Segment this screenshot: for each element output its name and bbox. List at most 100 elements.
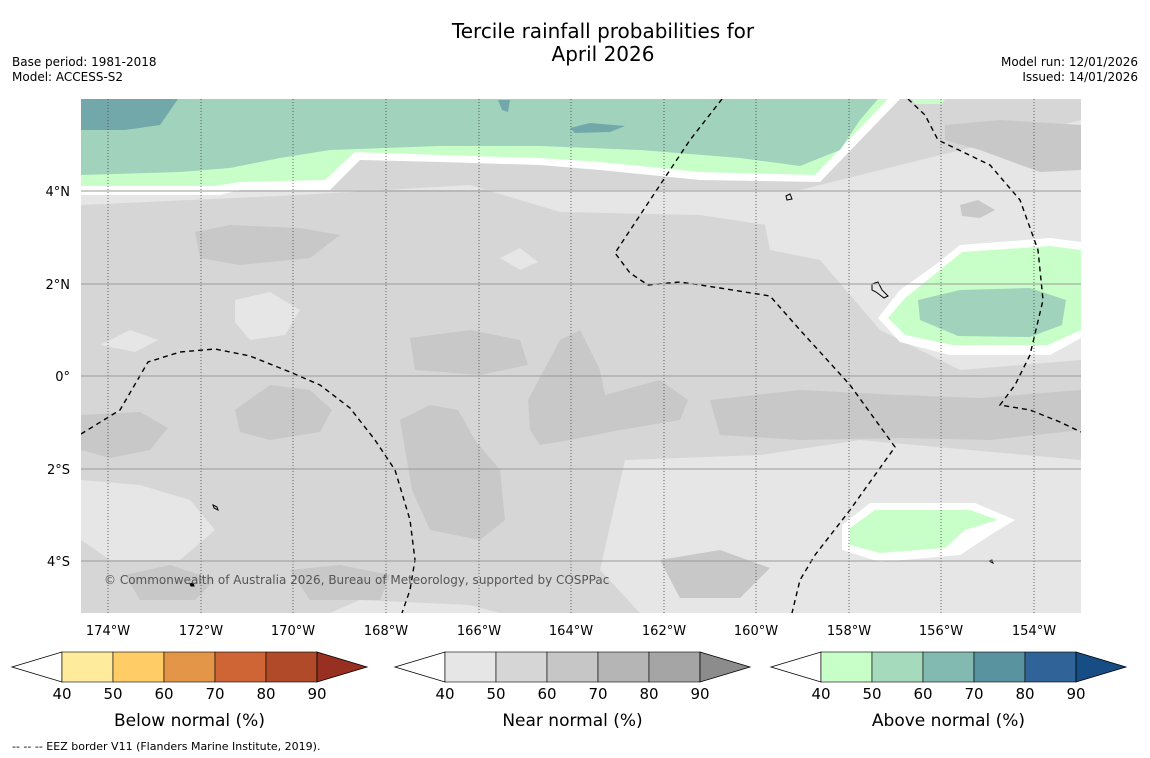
- above-normal-region-50: [918, 288, 1066, 337]
- colorbar-tick-label: 50: [486, 685, 505, 703]
- lon-label: 154°W: [1012, 624, 1056, 639]
- colorbar-segment: [495, 651, 548, 683]
- lon-label: 164°W: [549, 624, 593, 639]
- model-name: Model: ACCESS-S2: [12, 70, 124, 84]
- near-normal-dark-region: [945, 120, 1081, 172]
- colorbar-min-extension: [393, 651, 446, 683]
- colorbar-title: Above normal (%): [872, 711, 1025, 731]
- colorbar-1: 40 50 60 70 80 90 Below normal (%): [10, 651, 369, 731]
- colorbar-segment: [973, 651, 1026, 683]
- near-normal-light-region: [500, 248, 538, 270]
- above-normal-region-50: [81, 99, 878, 175]
- colorbar-tick-label: 40: [52, 685, 71, 703]
- colorbar-tick-label: 80: [639, 685, 658, 703]
- lat-label: 2°N: [46, 278, 71, 293]
- near-normal-dark-region: [195, 225, 340, 265]
- colorbar-tick-label: 80: [256, 685, 275, 703]
- colorbar-min-extension: [769, 651, 822, 683]
- colorbar-3: 40 50 60 70 80 90 Above normal (%): [769, 651, 1128, 731]
- model-info: Base period: 1981-2018 Model: ACCESS-S2: [12, 55, 157, 85]
- above-normal-region-60: [570, 123, 625, 133]
- colorbar-tick-label: 90: [307, 685, 326, 703]
- run-info: Model run: 12/01/2026 Issued: 14/01/2026: [1001, 55, 1138, 85]
- near-normal-dark-region: [960, 200, 995, 218]
- colorbar-tick-label: 90: [690, 685, 709, 703]
- colorbar-segment: [922, 651, 975, 683]
- colorbar-tick-label: 70: [964, 685, 983, 703]
- near-normal-dark-region: [125, 565, 215, 600]
- lon-label: 156°W: [919, 624, 963, 639]
- colorbar-title: Near normal (%): [502, 711, 642, 731]
- title-line-2: April 2026: [551, 42, 655, 66]
- island-outline: [785, 193, 793, 201]
- near-normal-dark-region: [660, 550, 770, 598]
- model-run-date: Model run: 12/01/2026: [1000, 55, 1138, 69]
- near-normal-light-region: [712, 484, 746, 500]
- colorbar-title: Below normal (%): [114, 711, 265, 731]
- island-outline: [871, 281, 889, 299]
- above-normal-region-40: [850, 510, 998, 553]
- colorbar-segment: [444, 651, 497, 683]
- colorbars: 40 50 60 70 80 90 Below normal (%) 40 50 60 70 80 90…: [10, 651, 1128, 731]
- issued-date: Issued: 14/01/2026: [1022, 70, 1138, 84]
- colorbar-segment: [61, 651, 114, 683]
- colorbar-max-extension: [699, 651, 752, 683]
- near-normal-light-region: [100, 330, 158, 352]
- latitude-labels: 4°N 2°N 0° 2°S 4°S: [46, 185, 71, 570]
- eez-border-line: [614, 99, 896, 613]
- colorbar-tick-label: 60: [913, 685, 932, 703]
- lon-label: 158°W: [827, 624, 871, 639]
- above-normal-region-60: [498, 100, 510, 112]
- colorbar-tick-label: 40: [435, 685, 454, 703]
- colorbar-tick-label: 80: [1015, 685, 1034, 703]
- colorbar-segment: [163, 651, 216, 683]
- colorbar-segment: [265, 651, 318, 683]
- colorbar-max-extension: [1075, 651, 1128, 683]
- colorbar-min-extension: [10, 651, 63, 683]
- colorbar-tick-label: 60: [537, 685, 556, 703]
- colorbar-segment: [214, 651, 267, 683]
- colorbar-segment: [546, 651, 599, 683]
- eez-footnote: -- -- -- EEZ border V11 (Flanders Marine…: [12, 740, 321, 753]
- lon-label: 172°W: [179, 624, 223, 639]
- near-normal-dark-region: [290, 565, 390, 600]
- eez-border-line: [81, 348, 416, 613]
- lat-label: 2°S: [47, 463, 70, 478]
- near-normal-dark-region: [528, 330, 688, 445]
- above-normal-region-40: [912, 99, 945, 104]
- colorbar-tick-label: 50: [103, 685, 122, 703]
- island-outline: [212, 504, 219, 511]
- lon-label: 162°W: [642, 624, 686, 639]
- near-normal-dark-region: [400, 405, 505, 540]
- lon-label: 168°W: [364, 624, 408, 639]
- colorbar-2: 40 50 60 70 80 90 Near normal (%): [393, 651, 752, 731]
- colorbar-tick-label: 70: [588, 685, 607, 703]
- copyright-notice: © Commonwealth of Australia 2026, Bureau…: [104, 573, 609, 587]
- colorbar-segment: [112, 651, 165, 683]
- colorbar-tick-label: 50: [862, 685, 881, 703]
- near-normal-light-region: [330, 600, 500, 613]
- longitude-labels: 174°W 172°W 170°W 168°W 166°W 164°W 162°…: [86, 624, 1056, 639]
- near-normal-dark-region: [81, 412, 168, 458]
- near-normal-light-region: [81, 480, 215, 560]
- eez-borders: [81, 99, 1081, 613]
- base-period: Base period: 1981-2018: [12, 55, 157, 69]
- near-normal-dark-region: [410, 330, 528, 375]
- colorbar-tick-label: 60: [154, 685, 173, 703]
- lon-label: 160°W: [734, 624, 778, 639]
- lat-label: 0°: [55, 370, 70, 385]
- above-normal-region-60: [81, 99, 178, 130]
- lat-label: 4°N: [46, 185, 71, 200]
- map-title: Tercile rainfall probabilities for April…: [0, 20, 1150, 66]
- colorbar-tick-label: 70: [205, 685, 224, 703]
- colorbar-tick-label: 90: [1066, 685, 1085, 703]
- island-outline: [189, 582, 195, 587]
- colorbar-max-extension: [316, 651, 369, 683]
- lon-label: 174°W: [86, 624, 130, 639]
- lat-label: 4°S: [47, 555, 70, 570]
- parallel-gridlines: [81, 190, 1081, 562]
- colorbar-segment: [820, 651, 873, 683]
- colorbar-segment: [648, 651, 701, 683]
- colorbar-segment: [597, 651, 650, 683]
- colorbar-tick-label: 40: [811, 685, 830, 703]
